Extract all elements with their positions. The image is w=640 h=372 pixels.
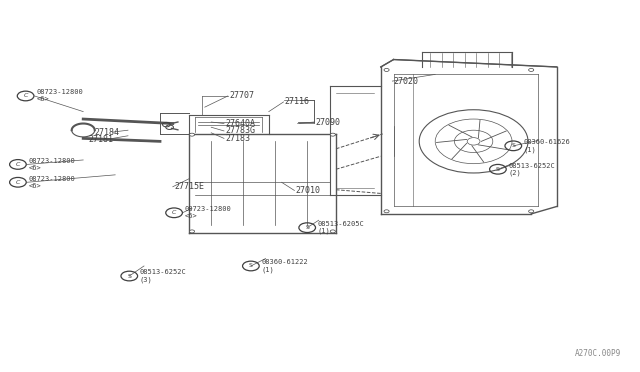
Text: C: C — [24, 93, 28, 99]
Text: 08723-12800
<6>: 08723-12800 <6> — [29, 158, 76, 171]
Text: 27010: 27010 — [296, 186, 321, 195]
Circle shape — [529, 68, 534, 71]
Circle shape — [384, 210, 389, 213]
Circle shape — [384, 68, 389, 71]
Circle shape — [529, 210, 534, 213]
Text: C: C — [172, 210, 176, 215]
Text: 27020: 27020 — [394, 77, 419, 86]
Circle shape — [189, 133, 195, 136]
Text: S: S — [511, 143, 515, 148]
Text: 08723-12800
<6>: 08723-12800 <6> — [185, 206, 232, 219]
Text: S: S — [127, 273, 131, 279]
Text: S: S — [305, 225, 309, 230]
Text: 27715E: 27715E — [174, 182, 204, 191]
Text: 27783G: 27783G — [225, 126, 255, 135]
Text: 08513-6252C
(2): 08513-6252C (2) — [508, 163, 555, 176]
Text: 27640A: 27640A — [225, 119, 255, 128]
Text: 08360-61222
(1): 08360-61222 (1) — [261, 259, 308, 273]
Text: 27184: 27184 — [95, 128, 120, 137]
Text: 08360-61626
(1): 08360-61626 (1) — [524, 139, 570, 153]
Circle shape — [189, 230, 195, 233]
Text: S: S — [496, 167, 500, 172]
Text: A270C.00P9: A270C.00P9 — [575, 349, 621, 358]
Text: C: C — [16, 180, 20, 185]
Text: 08513-6252C
(3): 08513-6252C (3) — [140, 269, 186, 283]
Text: 08723-12800
<6>: 08723-12800 <6> — [29, 176, 76, 189]
Text: 08723-12800
<6>: 08723-12800 <6> — [36, 90, 83, 102]
Text: 27183: 27183 — [225, 134, 250, 143]
Text: C: C — [16, 162, 20, 167]
Text: 27181: 27181 — [88, 135, 113, 144]
Circle shape — [330, 230, 335, 233]
Circle shape — [330, 133, 335, 136]
Text: S: S — [249, 263, 253, 269]
Text: 27707: 27707 — [229, 92, 254, 100]
Text: 27090: 27090 — [316, 118, 340, 126]
Text: 27116: 27116 — [285, 97, 310, 106]
Text: 08513-6205C
(1): 08513-6205C (1) — [317, 221, 364, 234]
